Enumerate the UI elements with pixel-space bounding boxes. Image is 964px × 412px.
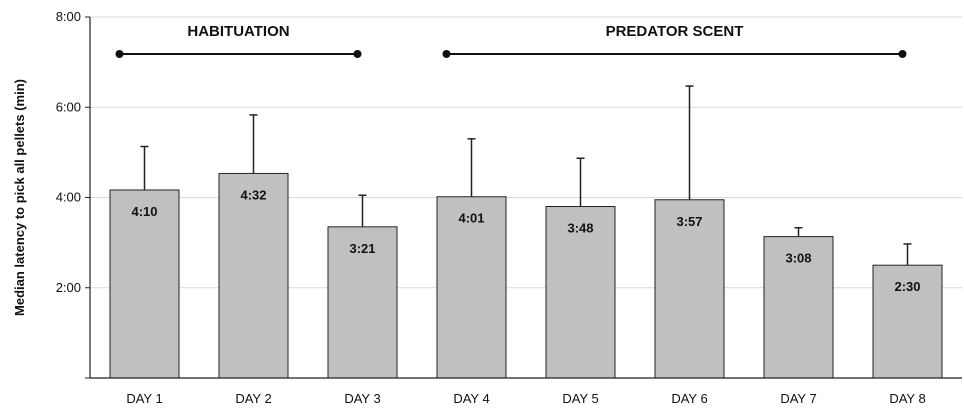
phase-brackets: HABITUATION PREDATOR SCENT xyxy=(115,23,907,58)
bars xyxy=(109,172,943,379)
x-tick-label: DAY 8 xyxy=(889,391,925,406)
y-tick-label: 6:00 xyxy=(56,99,81,114)
x-tick-label: DAY 7 xyxy=(780,391,816,406)
phase-dot xyxy=(442,50,451,58)
x-tick-label: DAY 1 xyxy=(126,391,162,406)
bar-value-label: 3:48 xyxy=(567,221,593,236)
phase-dot xyxy=(115,50,124,58)
x-tick-label: DAY 5 xyxy=(562,391,598,406)
y-axis-title: Median latency to pick all pellets (min) xyxy=(12,79,27,316)
phase-dot xyxy=(353,50,362,58)
bar xyxy=(109,189,180,379)
y-tick-label: 2:00 xyxy=(56,280,81,295)
error-bars xyxy=(140,85,912,266)
x-tick-label: DAY 6 xyxy=(671,391,707,406)
bar-value-label: 4:01 xyxy=(458,211,484,226)
y-axis-ticks: 2:00 4:00 6:00 8:00 xyxy=(56,9,90,379)
bar-value-label: 4:10 xyxy=(131,204,157,219)
phase-label: HABITUATION xyxy=(187,23,289,40)
value-labels: 4:10 4:32 3:21 4:01 3:48 3:57 3:08 2:30 xyxy=(131,187,920,294)
phase-dot xyxy=(898,50,907,58)
bar-value-label: 3:08 xyxy=(785,251,811,266)
y-tick-label: 8:00 xyxy=(56,9,81,24)
phase-label: PREDATOR SCENT xyxy=(606,23,744,40)
x-tick-label: DAY 2 xyxy=(235,391,271,406)
bar-value-label: 4:32 xyxy=(240,187,266,202)
y-tick-label: 4:00 xyxy=(56,190,81,205)
bar-value-label: 2:30 xyxy=(894,279,920,294)
bar-value-label: 3:21 xyxy=(349,241,375,256)
x-tick-label: DAY 3 xyxy=(344,391,380,406)
bar-value-label: 3:57 xyxy=(676,214,702,229)
x-tick-label: DAY 4 xyxy=(453,391,489,406)
bar xyxy=(218,172,289,379)
x-axis-labels: DAY 1 DAY 2 DAY 3 DAY 4 DAY 5 DAY 6 DAY 7 DAY 8 xyxy=(126,391,925,406)
bar xyxy=(763,236,834,379)
